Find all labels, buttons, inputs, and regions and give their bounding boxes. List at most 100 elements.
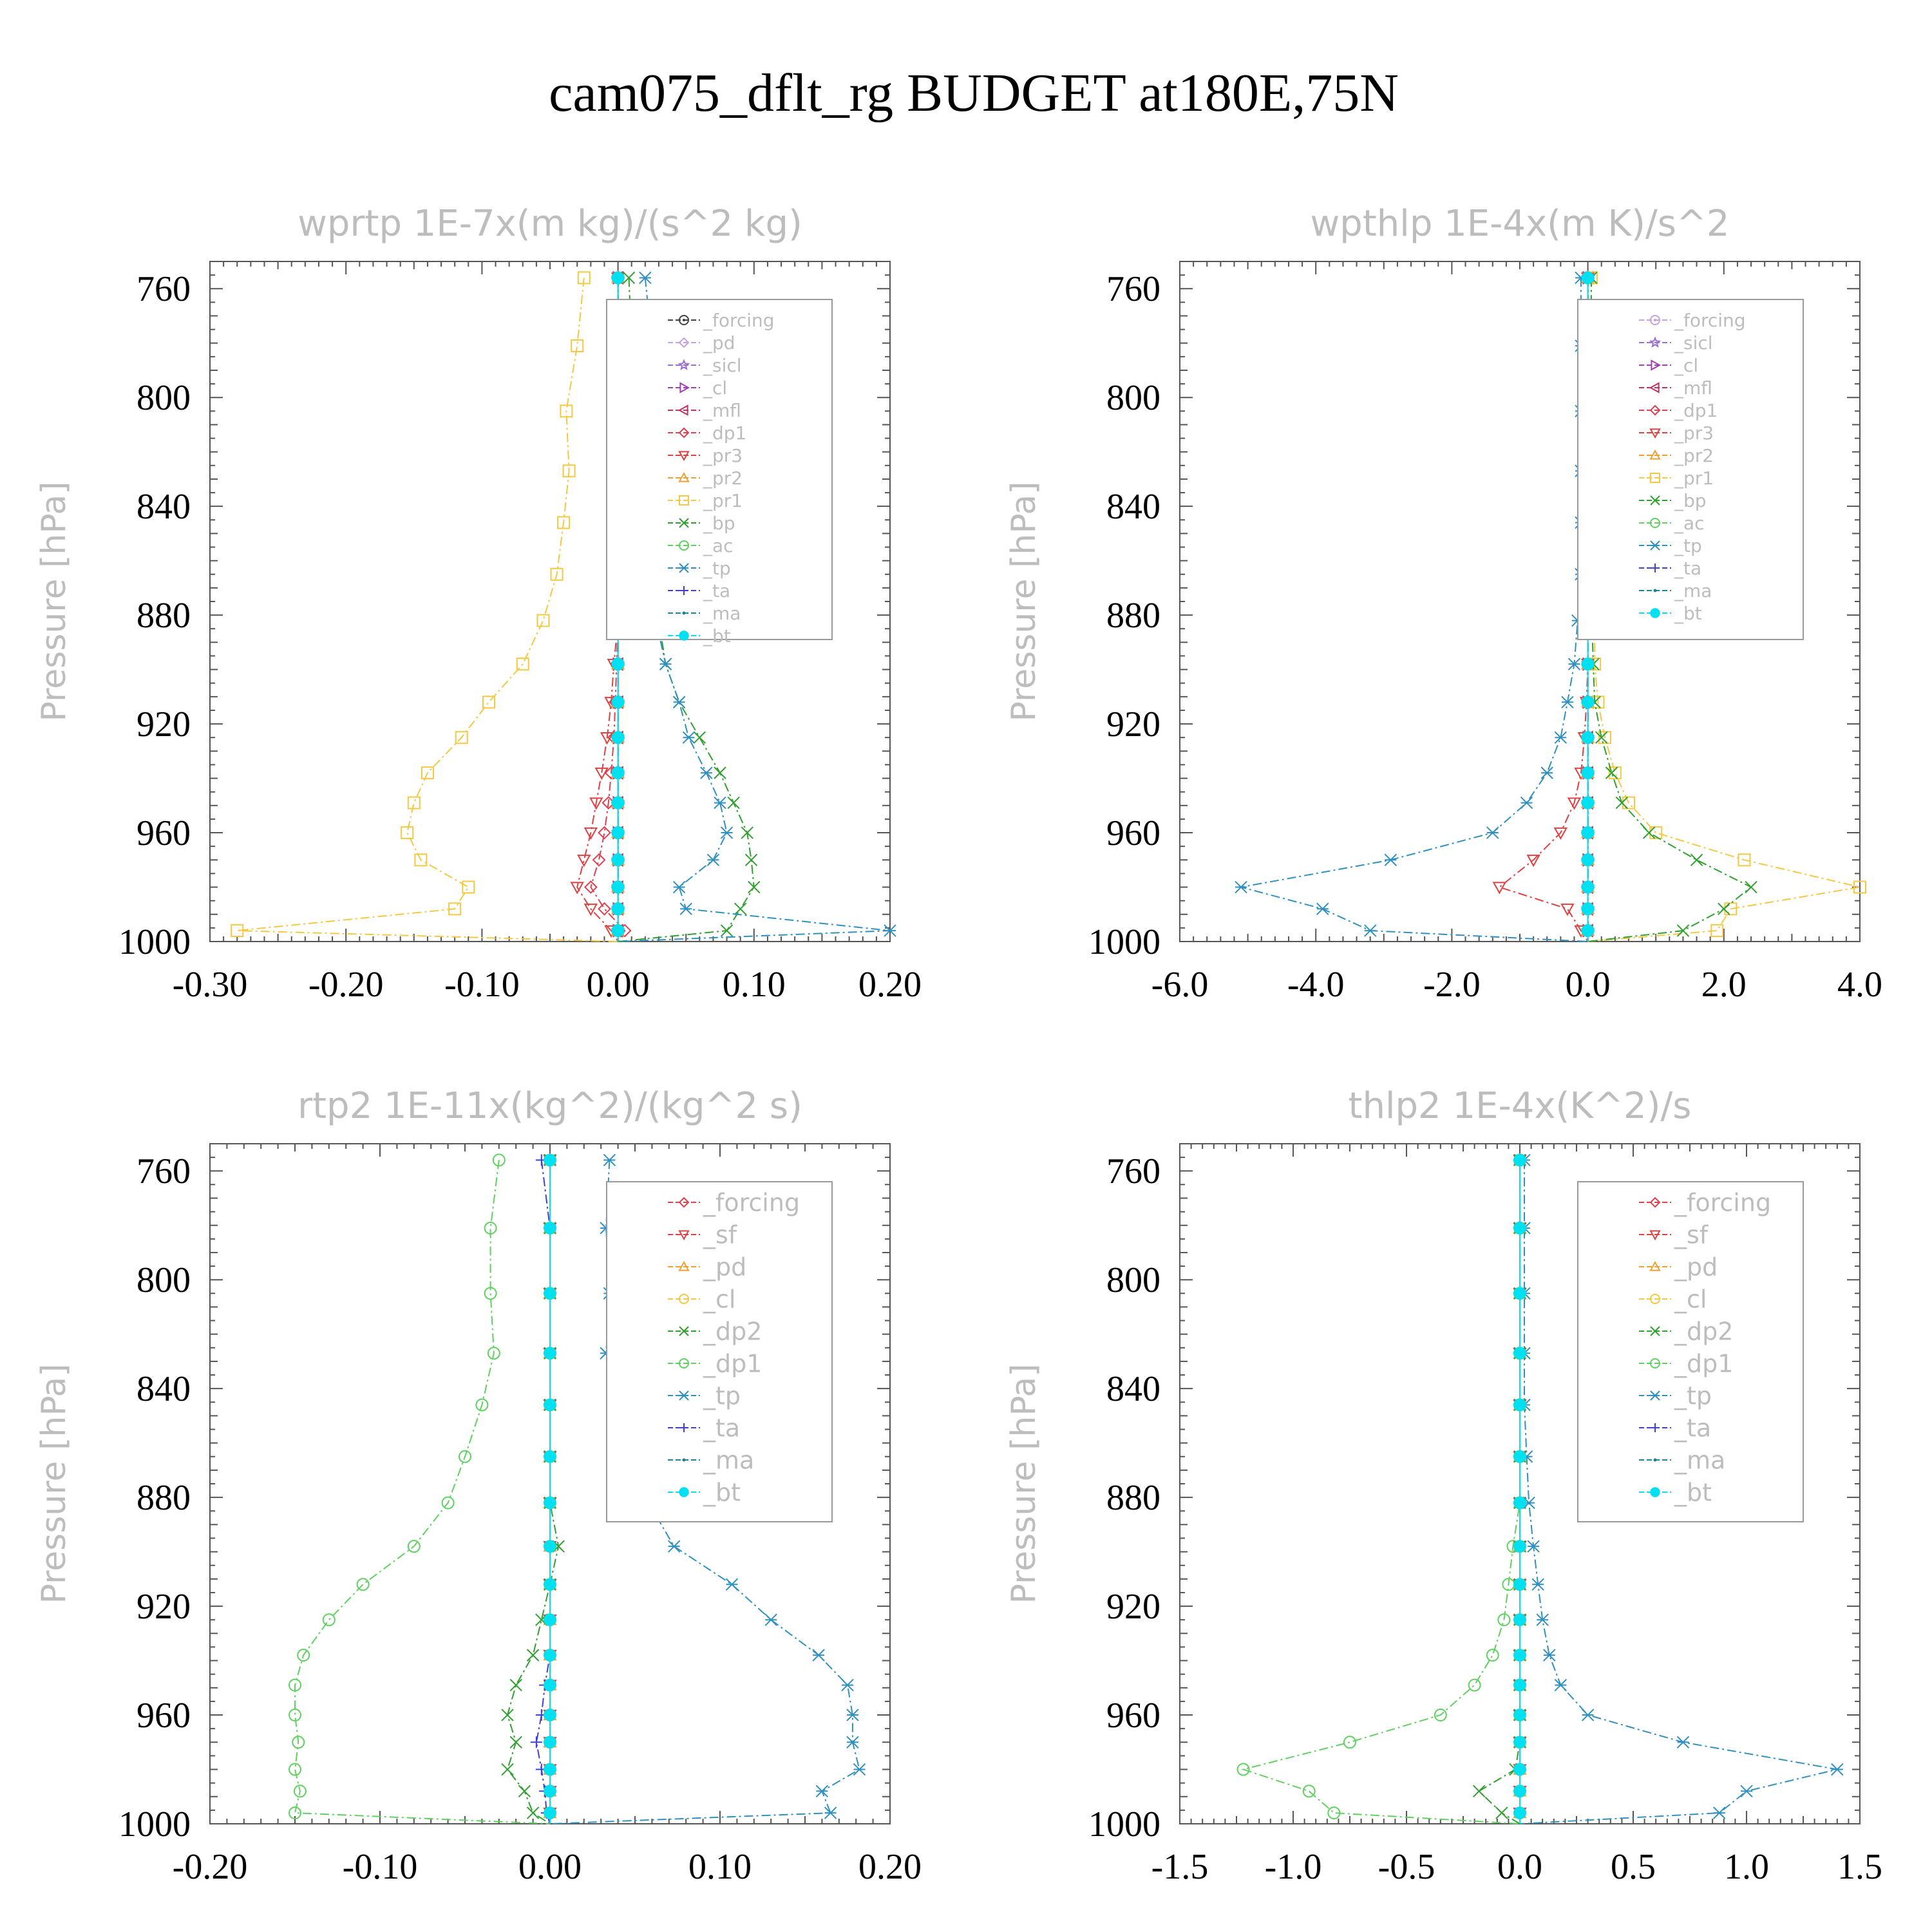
- legend-label: _pr3: [1674, 422, 1714, 444]
- legend-item: _cl: [1639, 1285, 1707, 1313]
- data-point: [841, 1678, 854, 1692]
- data-point: [1513, 1398, 1526, 1412]
- legend-marker: [678, 1260, 690, 1271]
- data-point: [725, 1578, 739, 1591]
- data-point: [1581, 696, 1595, 709]
- legend-label: _ta: [1674, 558, 1701, 579]
- legend-marker: [678, 471, 690, 482]
- data-point: [679, 902, 692, 916]
- data-point: [748, 880, 761, 894]
- series-pr1: [231, 271, 618, 942]
- data-point: [1560, 904, 1575, 916]
- legend-label: _ta: [703, 1414, 740, 1442]
- data-point: [1434, 1709, 1447, 1722]
- data-point: [577, 271, 591, 285]
- data-point: [812, 1649, 825, 1662]
- legend-label: _pd: [1674, 1253, 1718, 1281]
- y-tick-label: 880: [1106, 1478, 1160, 1518]
- data-point: [583, 827, 598, 840]
- data-point: [1581, 766, 1595, 780]
- legend-item: _ma: [1639, 1446, 1725, 1474]
- legend-marker: [1650, 1326, 1660, 1336]
- data-point: [1676, 924, 1690, 937]
- y-tick-label: 920: [1106, 705, 1160, 744]
- data-point: [659, 658, 672, 670]
- y-tick-label: 880: [137, 596, 191, 636]
- legend-item: _dp1: [668, 1349, 762, 1378]
- legend-label: _forcing: [1674, 310, 1746, 331]
- legend-item: _ac: [668, 535, 734, 556]
- data-point: [492, 1153, 506, 1167]
- data-point: [611, 880, 625, 894]
- data-point: [1745, 880, 1757, 894]
- legend-item: _dp2: [1639, 1317, 1733, 1345]
- legend-marker: [682, 1458, 686, 1462]
- data-point: [1302, 1785, 1316, 1798]
- data-point: [720, 924, 734, 937]
- data-point: [764, 1613, 777, 1626]
- legend-label: _mfl: [703, 400, 741, 421]
- legend-item: _ta: [1639, 1414, 1711, 1442]
- y-tick-label: 1000: [118, 1804, 191, 1844]
- legend-label: _bt: [703, 1478, 741, 1506]
- data-point: [550, 567, 564, 581]
- y-tick-label: 760: [137, 269, 191, 309]
- data-point: [1492, 882, 1507, 895]
- data-point: [1513, 1678, 1526, 1692]
- x-tick-label: -0.20: [308, 965, 384, 1005]
- data-point: [1740, 1785, 1753, 1798]
- legend-marker: [1650, 1487, 1660, 1497]
- data-point: [700, 766, 713, 779]
- legend-item: _mfl: [668, 400, 741, 421]
- legend-marker: [682, 611, 686, 615]
- legend-label: _sf: [703, 1220, 738, 1249]
- data-point: [1513, 1649, 1526, 1662]
- data-point: [824, 1806, 837, 1819]
- legend-marker: [679, 518, 689, 528]
- legend-item: _cl: [668, 377, 727, 399]
- data-point: [356, 1578, 370, 1591]
- data-point: [611, 902, 625, 916]
- data-point: [544, 1649, 556, 1662]
- data-point: [455, 731, 468, 744]
- legend-label: _ma: [703, 1446, 754, 1474]
- data-point: [407, 1540, 421, 1553]
- legend-label: _tp: [703, 558, 731, 579]
- figure-title: cam075_dflt_rg BUDGET at180E,75N: [549, 63, 1399, 123]
- series-line: [1519, 1160, 1838, 1824]
- legend-label: _bt: [1674, 1478, 1712, 1506]
- data-point: [1384, 853, 1397, 866]
- data-point: [544, 1222, 556, 1235]
- legend-item: _ac: [1639, 513, 1705, 534]
- data-point: [1710, 924, 1724, 938]
- data-point: [544, 1398, 556, 1412]
- legend-item: _tp: [1639, 535, 1702, 556]
- panel-2: wpthlp 1E-4x(m K)/s^2 Pressure [hPa] 760 80…: [1005, 203, 1882, 1005]
- legend-item: _forcing: [668, 310, 775, 331]
- data-point: [668, 1540, 681, 1553]
- data-point: [414, 853, 428, 867]
- panel-1: wprtp 1E-7x(m kg)/(s^2 kg) Pressure [hPa]…: [35, 203, 922, 1005]
- legend-label: _mfl: [1674, 377, 1712, 399]
- y-tick-label: 760: [1106, 1151, 1160, 1191]
- x-tick-label: 0.10: [688, 1847, 752, 1887]
- data-point: [1581, 826, 1595, 839]
- data-point: [544, 1736, 556, 1749]
- y-tick-label: 960: [137, 1696, 191, 1736]
- data-point: [459, 1450, 471, 1463]
- data-point: [570, 882, 584, 895]
- legend-item: _sf: [1639, 1220, 1709, 1249]
- data-point: [1513, 1785, 1526, 1798]
- data-point: [292, 1736, 305, 1749]
- legend-label: _bp: [703, 513, 735, 534]
- legend-label: _sicl: [703, 355, 742, 376]
- y-tick-label: 840: [137, 1369, 191, 1409]
- legend-label: _dp2: [703, 1317, 762, 1345]
- legend-marker: [679, 495, 689, 506]
- data-point: [448, 902, 462, 916]
- x-tick-label: -0.10: [343, 1847, 418, 1887]
- data-point: [441, 1496, 455, 1510]
- data-point: [289, 1678, 301, 1692]
- data-point: [1561, 696, 1574, 708]
- legend-item: _cl: [668, 1285, 735, 1313]
